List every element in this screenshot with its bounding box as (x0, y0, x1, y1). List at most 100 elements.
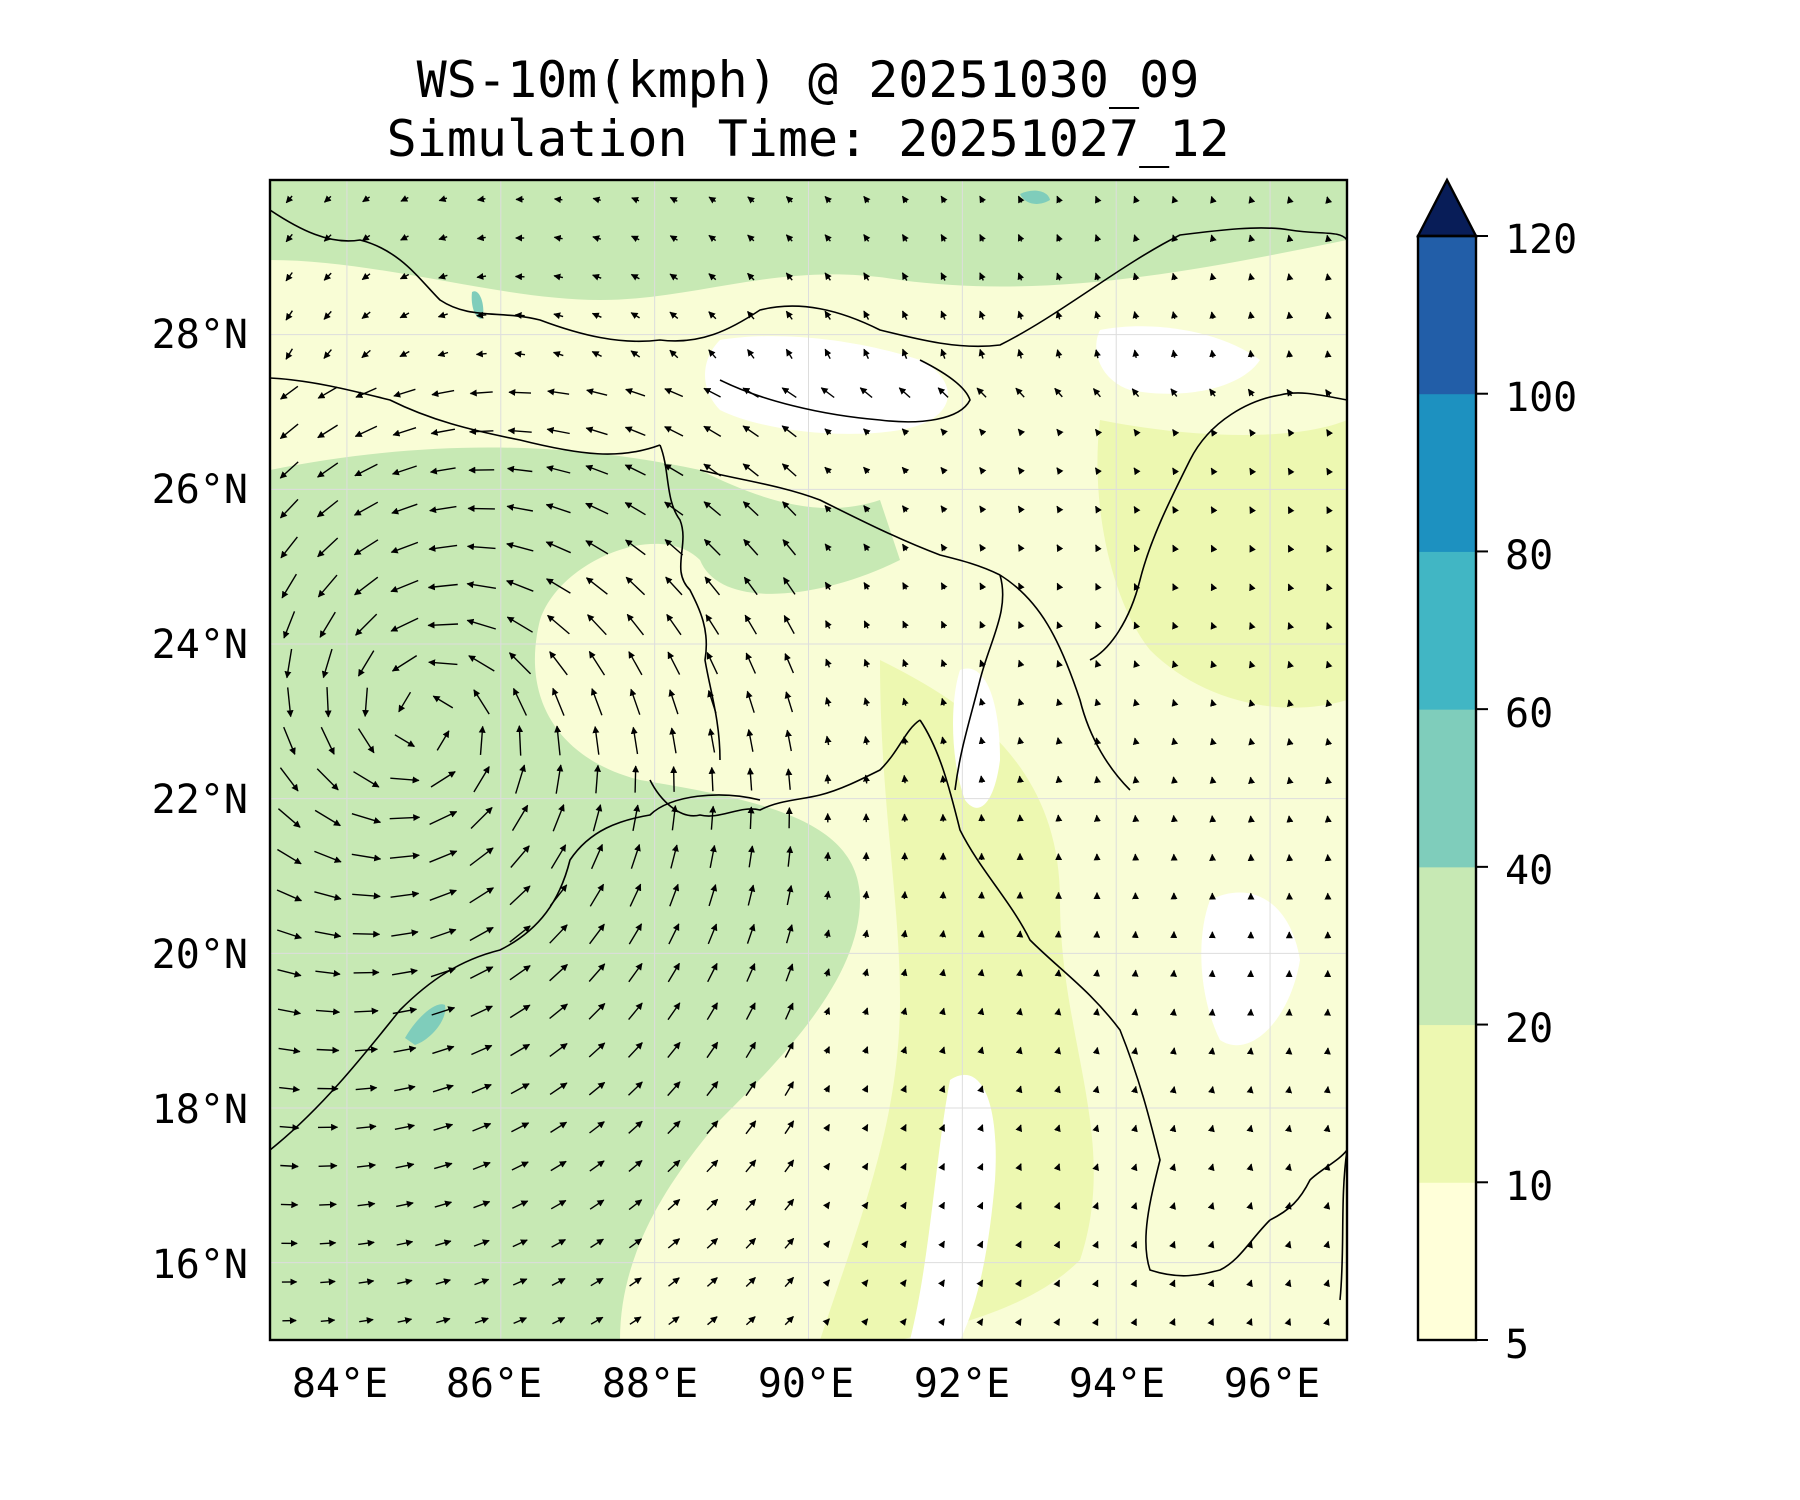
wind-vector (939, 891, 947, 899)
wind-vector (317, 462, 339, 478)
wind-vector (979, 620, 986, 629)
wind-vector (745, 1237, 757, 1249)
wind-vector (1092, 1240, 1099, 1249)
wind-vector (506, 503, 534, 512)
wind-vector (592, 726, 600, 755)
wind-vector (708, 273, 717, 281)
colorbar-band-80-100 (1418, 393, 1476, 552)
wind-vector (626, 613, 645, 636)
wind-vector (902, 620, 909, 629)
wind-vector (1056, 195, 1063, 204)
wind-vector (708, 349, 717, 359)
wind-vector (900, 891, 908, 900)
wind-vector (550, 1160, 567, 1172)
wind-vector (354, 576, 379, 596)
wind-vector (316, 499, 339, 518)
wind-vector (512, 1200, 529, 1209)
wind-vector (666, 613, 682, 636)
wind-vector (667, 1081, 681, 1097)
wind-vector (1018, 621, 1025, 629)
wind-vector (1171, 737, 1179, 746)
wind-vector (669, 273, 678, 281)
wind-vector (902, 659, 909, 668)
wind-vector (628, 1002, 643, 1021)
wind-vector (703, 425, 722, 438)
wind-vector (900, 1085, 907, 1093)
wind-vector (354, 1007, 379, 1015)
wind-vector (316, 1046, 340, 1054)
wind-vector (747, 349, 755, 359)
wind-vector (625, 539, 646, 556)
wind-vector (434, 1200, 453, 1208)
wind-vector (939, 968, 946, 977)
wind-vector (782, 539, 797, 556)
wind-vector (318, 1162, 338, 1170)
wind-vector (1207, 1318, 1214, 1326)
wind-vector (784, 1237, 795, 1249)
wind-vector (746, 767, 754, 791)
wind-vector (976, 1201, 984, 1210)
colorbar-label-5: 5 (1505, 1322, 1529, 1368)
wind-vector (280, 1162, 299, 1170)
wind-vector (786, 845, 794, 867)
wind-vector (391, 929, 419, 937)
speed-zone-40-60-tibet (1020, 190, 1050, 204)
wind-vector (427, 583, 458, 591)
wind-vector (940, 233, 948, 242)
wind-vector (390, 617, 419, 632)
wind-vector (1170, 814, 1178, 823)
chart-title-line1: WS-10m(kmph) @ 20251030_09 (417, 51, 1200, 109)
wind-vector (394, 734, 416, 748)
speed-zone-below-5-mizoram (953, 668, 1000, 808)
wind-vector (1326, 429, 1333, 437)
wind-vector (627, 1042, 643, 1058)
speed-zone-20-40-west (270, 447, 900, 1340)
wind-vector (549, 924, 568, 944)
wind-vector (1171, 234, 1179, 243)
wind-vector (861, 1240, 869, 1249)
wind-vector (399, 272, 410, 280)
wind-vector (1171, 272, 1179, 281)
wind-vector (1325, 234, 1332, 243)
wind-vector (977, 1124, 984, 1132)
wind-vector (552, 1316, 566, 1325)
wind-vector (667, 1198, 681, 1211)
wind-vector (1056, 698, 1063, 707)
wind-vector (1207, 1163, 1215, 1172)
wind-vector (1323, 1124, 1331, 1133)
wind-vector (552, 687, 565, 716)
wind-vector (1054, 387, 1063, 398)
wind-vector (473, 766, 490, 793)
wind-vector (585, 426, 608, 436)
wind-vector (742, 387, 759, 398)
wind-vector (547, 614, 570, 635)
lat-tick-label-24: 24°N (152, 622, 248, 668)
wind-vector (1171, 776, 1179, 784)
wind-vector (783, 577, 796, 595)
wind-vector (824, 851, 832, 861)
wind-vector (391, 655, 418, 672)
wind-vector (585, 577, 608, 595)
wind-vector (588, 1081, 606, 1096)
wind-vector (389, 852, 420, 860)
wind-vector (624, 464, 646, 476)
wind-vector (625, 388, 646, 397)
wind-vector (1286, 350, 1294, 358)
wind-vector (551, 1238, 567, 1248)
wind-vector (861, 1085, 869, 1093)
wind-vector (353, 771, 380, 788)
wind-vector (745, 1002, 756, 1020)
wind-vector (1095, 195, 1102, 204)
colorbar-label-60: 60 (1505, 691, 1553, 737)
wind-vector (1017, 272, 1025, 281)
wind-vector (937, 387, 949, 398)
wind-vector (900, 1046, 907, 1055)
wind-vector (978, 775, 986, 783)
wind-vector (1130, 1240, 1138, 1249)
wind-vector (585, 502, 609, 515)
wind-vector (940, 428, 948, 437)
wind-vector (1246, 1086, 1254, 1094)
colorbar-label-20: 20 (1505, 1006, 1553, 1052)
wind-vector (1210, 660, 1218, 669)
wind-vector (1094, 467, 1102, 476)
